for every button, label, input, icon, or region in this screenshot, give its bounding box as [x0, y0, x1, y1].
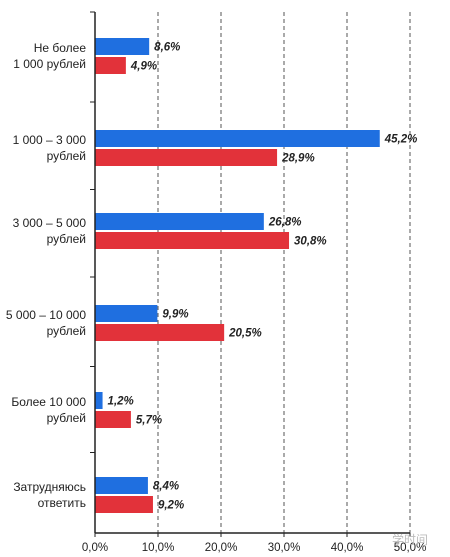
category-label: 3 000 – 5 000 рублей — [13, 216, 87, 246]
watermark: 学时间 — [392, 532, 428, 547]
x-tick-label: 50,0% — [394, 542, 427, 554]
bar — [95, 496, 153, 513]
data-label: 4,9% — [130, 61, 157, 73]
category-label-line: 3 000 – 5 000 — [13, 216, 87, 230]
data-label: 28,9% — [281, 153, 315, 165]
x-tick-label: 30,0% — [268, 542, 301, 554]
x-tick-label: 20,0% — [205, 542, 238, 554]
x-tick-label: 0,0% — [82, 542, 108, 554]
bar — [95, 130, 380, 147]
data-label: 9,2% — [158, 500, 184, 512]
category-label: Не более 1 000 рублей — [13, 41, 86, 71]
data-label: 8,6% — [154, 42, 180, 54]
category-label-line: 1 000 – 3 000 — [13, 133, 87, 147]
bar — [95, 305, 158, 322]
category-label-line: Затрудняюсь — [13, 480, 86, 494]
x-tick-label: 40,0% — [331, 542, 364, 554]
category-label-line: рублей — [47, 324, 86, 338]
axes — [90, 11, 411, 537]
category-label: Более 10 000 рублей — [11, 395, 86, 425]
bar — [95, 392, 103, 409]
bar — [95, 324, 225, 341]
bar — [95, 477, 148, 494]
category-label: 1 000 – 3 000 рублей — [13, 133, 87, 163]
value-labels: 8,6% 45,2% 26,8% 9,9% 1,2% 8,4% 4,9% 28,9% 30,8%… — [108, 42, 418, 512]
category-label-line: Более 10 000 — [11, 395, 86, 409]
data-label: 30,8% — [294, 236, 327, 248]
category-label-line: рублей — [47, 232, 86, 246]
x-tick-label: 10,0% — [142, 542, 175, 554]
category-label-line: рублей — [47, 411, 86, 425]
category-label-line: рублей — [47, 149, 86, 163]
category-label: 5 000 – 10 000 рублей — [6, 308, 86, 338]
bar — [95, 411, 131, 428]
data-label: 20,5% — [228, 328, 262, 340]
category-label-line: Не более — [34, 41, 87, 55]
bar — [95, 38, 150, 55]
category-label: Затрудняюсь ответить — [13, 480, 86, 510]
data-label: 9,9% — [162, 309, 188, 321]
category-label-line: ответить — [38, 496, 86, 510]
category-label-line: 5 000 – 10 000 — [6, 308, 86, 322]
gridlines — [157, 12, 411, 533]
bars — [95, 38, 380, 513]
category-label-line: 1 000 рублей — [13, 57, 86, 71]
data-label: 8,4% — [153, 481, 179, 493]
data-label: 26,8% — [268, 217, 302, 229]
bar — [95, 232, 290, 249]
bar — [95, 213, 264, 230]
x-tick-labels: 0,0% 10,0% 20,0% 30,0% 40,0% 50,0% — [82, 542, 426, 554]
bar — [95, 149, 278, 166]
data-label: 5,7% — [136, 415, 162, 427]
bar — [95, 57, 126, 74]
data-label: 1,2% — [108, 396, 134, 408]
data-label: 45,2% — [384, 134, 418, 146]
